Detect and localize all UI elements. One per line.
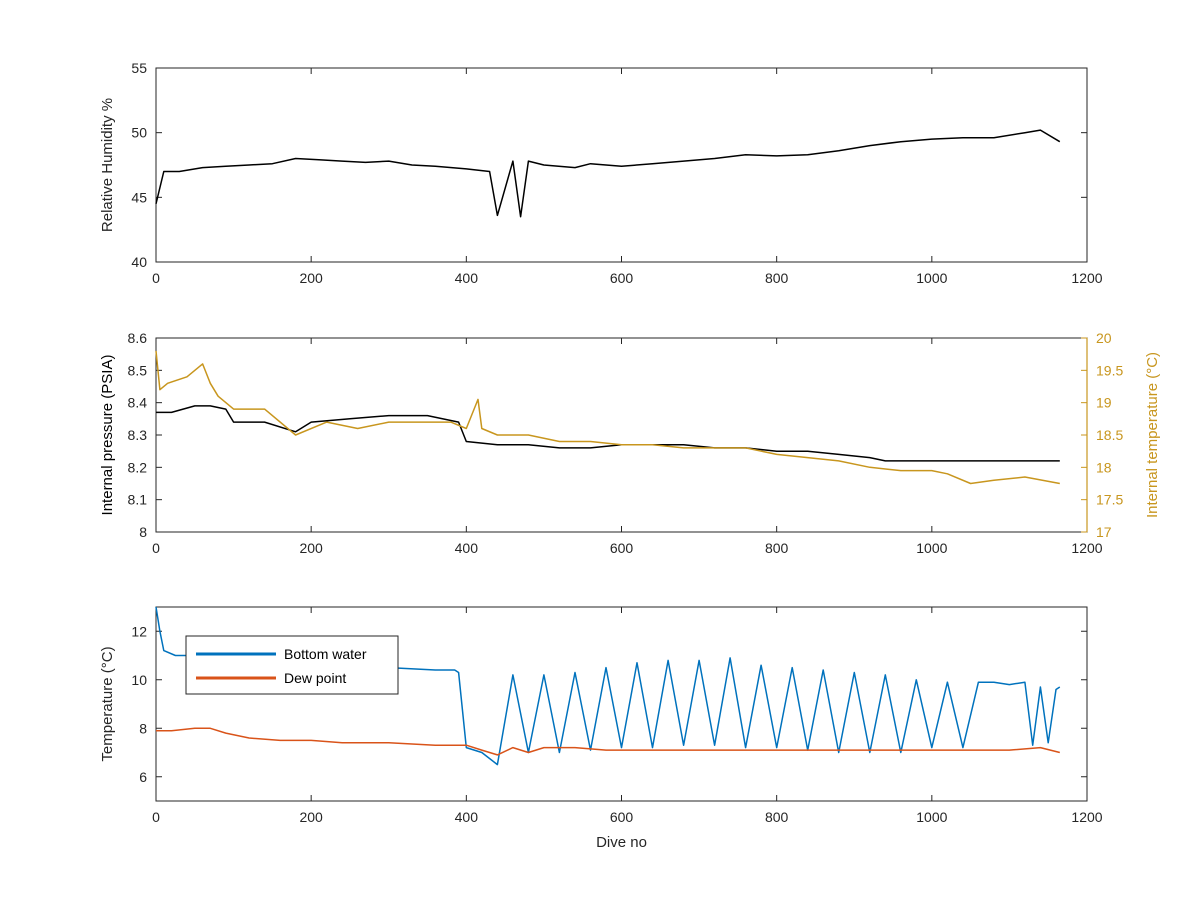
x-tick-label: 800 xyxy=(765,540,789,556)
y-axis-label: Relative Humidity % xyxy=(99,98,116,232)
x-tick-label: 400 xyxy=(455,540,479,556)
y2-tick-label: 18 xyxy=(1096,459,1112,475)
series-line-1-0 xyxy=(156,405,1060,462)
x-tick-label: 800 xyxy=(765,809,789,825)
legend-box xyxy=(185,635,399,695)
x-axis-label: Dive no xyxy=(596,834,647,851)
series-line-0-0 xyxy=(155,129,1061,218)
x-tick-label: 1000 xyxy=(916,809,947,825)
x-tick-label: 0 xyxy=(152,809,160,825)
y-tick-label: 8 xyxy=(139,720,147,736)
x-tick-label: 1000 xyxy=(916,540,947,556)
x-tick-label: 600 xyxy=(610,270,634,286)
legend-label: Dew point xyxy=(284,670,346,686)
y-tick-label: 45 xyxy=(131,189,147,205)
humidity-panel: 0 200 400 600 800 1000 1200 40 45 50 55 Relative Hu… xyxy=(99,60,1103,286)
x-tick-label: 1200 xyxy=(1071,809,1102,825)
y-tick-label: 8 xyxy=(139,524,147,540)
water-temperature-panel: 0 200 400 600 800 1000 1200 6 8 10 12 Temperature (… xyxy=(99,606,1103,851)
x-tick-label: 200 xyxy=(299,270,323,286)
y-tick-label: 8.5 xyxy=(128,362,148,378)
y-tick-label: 40 xyxy=(131,254,147,270)
x-tick-label: 200 xyxy=(299,809,323,825)
y-tick-label: 50 xyxy=(131,125,147,141)
y-tick-label: 8.6 xyxy=(128,330,148,346)
y-tick-label: 12 xyxy=(131,623,147,639)
y2-tick-label: 17 xyxy=(1096,524,1112,540)
x-tick-label: 800 xyxy=(765,270,789,286)
y2-tick-label: 19.5 xyxy=(1096,362,1123,378)
y2-tick-label: 17.5 xyxy=(1096,492,1123,508)
series-line-1-1 xyxy=(155,350,1060,485)
x-tick-label: 600 xyxy=(610,540,634,556)
y-axis-label: Temperature (°C) xyxy=(99,646,116,761)
legend: Bottom water Dew point xyxy=(185,635,399,695)
x-tick-label: 600 xyxy=(610,809,634,825)
y2-tick-label: 20 xyxy=(1096,330,1112,346)
x-tick-label: 0 xyxy=(152,540,160,556)
x-tick-label: 200 xyxy=(299,540,323,556)
y-tick-label: 8.1 xyxy=(128,492,148,508)
series-line-2-1 xyxy=(156,727,1060,756)
y-axis-label: Internal pressure (PSIA) xyxy=(99,355,116,516)
pressure-temperature-panel: 0 200 400 600 800 1000 1200 8 8.1 8.2 8.3 8.4 8.5 8.6… xyxy=(99,330,1161,556)
y2-tick-label: 18.5 xyxy=(1096,427,1123,443)
x-tick-label: 400 xyxy=(455,270,479,286)
y-tick-label: 8.4 xyxy=(128,395,148,411)
y-tick-label: 8.3 xyxy=(128,427,148,443)
x-tick-label: 400 xyxy=(455,809,479,825)
y-tick-label: 55 xyxy=(131,60,147,76)
legend-label: Bottom water xyxy=(284,646,367,662)
x-tick-label: 1000 xyxy=(916,270,947,286)
y-tick-label: 10 xyxy=(131,672,147,688)
axes-frame xyxy=(155,67,1088,263)
x-tick-label: 1200 xyxy=(1071,540,1102,556)
y2-axis-label: Internal temperature (°C) xyxy=(1144,352,1161,518)
y-tick-label: 8.2 xyxy=(128,459,148,475)
x-tick-label: 0 xyxy=(152,270,160,286)
y-tick-label: 6 xyxy=(139,769,147,785)
y2-tick-label: 19 xyxy=(1096,395,1112,411)
x-tick-label: 1200 xyxy=(1071,270,1102,286)
